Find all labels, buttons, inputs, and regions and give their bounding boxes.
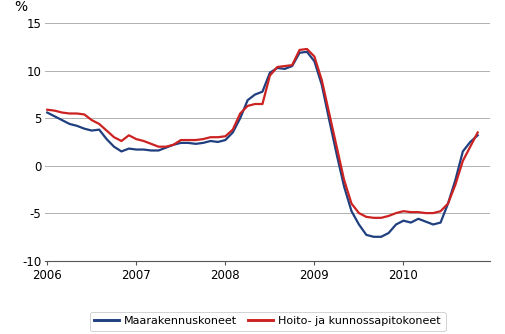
Hoito- ja kunnossapitokoneet <box>89 118 95 122</box>
Text: %: % <box>14 0 27 14</box>
Maarakennuskoneet <box>59 118 65 122</box>
Hoito- ja kunnossapitokoneet <box>363 215 369 219</box>
Line: Maarakennuskoneet: Maarakennuskoneet <box>47 52 478 237</box>
Maarakennuskoneet <box>156 149 162 153</box>
Maarakennuskoneet <box>363 233 369 237</box>
Maarakennuskoneet <box>371 235 377 239</box>
Hoito- ja kunnossapitokoneet <box>371 216 377 220</box>
Hoito- ja kunnossapitokoneet <box>59 111 65 115</box>
Hoito- ja kunnossapitokoneet <box>475 131 481 135</box>
Hoito- ja kunnossapitokoneet <box>156 145 162 149</box>
Legend: Maarakennuskoneet, Hoito- ja kunnossapitokoneet: Maarakennuskoneet, Hoito- ja kunnossapit… <box>90 312 445 331</box>
Maarakennuskoneet <box>475 133 481 137</box>
Maarakennuskoneet <box>111 145 117 149</box>
Hoito- ja kunnossapitokoneet <box>267 73 273 77</box>
Hoito- ja kunnossapitokoneet <box>111 135 117 139</box>
Hoito- ja kunnossapitokoneet <box>44 108 50 112</box>
Hoito- ja kunnossapitokoneet <box>304 47 310 51</box>
Maarakennuskoneet <box>267 71 273 75</box>
Line: Hoito- ja kunnossapitokoneet: Hoito- ja kunnossapitokoneet <box>47 49 478 218</box>
Maarakennuskoneet <box>89 129 95 133</box>
Maarakennuskoneet <box>44 111 50 115</box>
Maarakennuskoneet <box>304 50 310 54</box>
